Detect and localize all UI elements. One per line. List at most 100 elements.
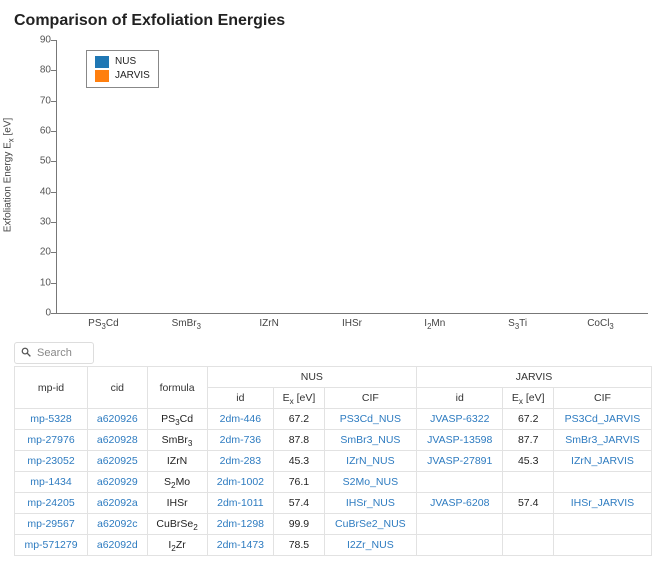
cell-nus-cif[interactable]: CuBrSe2_NUS bbox=[324, 514, 416, 535]
cell-cid[interactable]: a620926 bbox=[88, 409, 148, 430]
cell-cid[interactable]: a620929 bbox=[88, 472, 148, 493]
y-tick-label: 60 bbox=[40, 126, 57, 137]
cell-cid[interactable]: a620925 bbox=[88, 451, 148, 472]
cell-formula: IZrN bbox=[147, 451, 207, 472]
cell-jarvis-id[interactable]: JVASP-13598 bbox=[417, 430, 503, 451]
cell-formula: I2Zr bbox=[147, 535, 207, 556]
cell-jarvis-ex bbox=[503, 514, 554, 535]
cell-nus-cif[interactable]: S2Mo_NUS bbox=[324, 472, 416, 493]
col-cid[interactable]: cid bbox=[88, 367, 148, 409]
cell-nus-ex: 57.4 bbox=[274, 493, 325, 514]
cell-mp-id[interactable]: mp-1434 bbox=[15, 472, 88, 493]
exfoliation-chart: Exfoliation Energy Ex [eV] 0102030405060… bbox=[14, 36, 652, 336]
col-jarvis-ex[interactable]: Ex [eV] bbox=[503, 388, 554, 409]
table-row: mp-29567a62092cCuBrSe22dm-129899.9CuBrSe… bbox=[15, 514, 652, 535]
cell-nus-id[interactable]: 2dm-1002 bbox=[207, 472, 274, 493]
search-input[interactable] bbox=[35, 346, 87, 360]
x-tick-label: IHSr bbox=[322, 314, 382, 336]
table-row: mp-5328a620926PS3Cd2dm-446 67.2 PS3Cd_NUSJ… bbox=[15, 409, 652, 430]
x-tick-label: SmBr3 bbox=[156, 314, 216, 336]
cell-nus-id[interactable]: 2dm-1298 bbox=[207, 514, 274, 535]
legend-item: JARVIS bbox=[95, 69, 150, 83]
cell-jarvis-id[interactable] bbox=[417, 514, 503, 535]
cell-nus-id[interactable]: 2dm-283 bbox=[207, 451, 274, 472]
cell-nus-id[interactable]: 2dm-1011 bbox=[207, 493, 274, 514]
cell-nus-id[interactable]: 2dm-446 bbox=[207, 409, 274, 430]
cell-cid[interactable]: a62092d bbox=[88, 535, 148, 556]
cell-cid[interactable]: a620928 bbox=[88, 430, 148, 451]
cell-nus-cif[interactable]: IZrN_NUS bbox=[324, 451, 416, 472]
legend-swatch bbox=[95, 70, 109, 82]
cell-jarvis-id[interactable]: JVASP-6208 bbox=[417, 493, 503, 514]
cell-cid[interactable]: a62092a bbox=[88, 493, 148, 514]
cell-nus-cif[interactable]: SmBr3_NUS bbox=[324, 430, 416, 451]
cell-jarvis-cif[interactable]: PS3Cd_JARVIS bbox=[553, 409, 651, 430]
table-row: mp-27976a620928SmBr32dm-73687.8SmBr3_NUS… bbox=[15, 430, 652, 451]
chart-x-labels: PS3CdSmBr3IZrNIHSrI2MnS3TiCoCl3 bbox=[56, 314, 648, 336]
cell-nus-ex: 78.5 bbox=[274, 535, 325, 556]
chart-legend: NUSJARVIS bbox=[86, 50, 159, 88]
materials-table: mp-id cid formula NUS JARVIS id Ex [eV] … bbox=[14, 366, 652, 556]
legend-label: NUS bbox=[115, 55, 136, 69]
table-row: mp-23052a620925IZrN2dm-28345.3IZrN_NUSJV… bbox=[15, 451, 652, 472]
cell-nus-id[interactable]: 2dm-1473 bbox=[207, 535, 274, 556]
y-tick-label: 90 bbox=[40, 35, 57, 46]
cell-nus-ex: 45.3 bbox=[274, 451, 325, 472]
cell-mp-id[interactable]: mp-571279 bbox=[15, 535, 88, 556]
cell-nus-ex: 76.1 bbox=[274, 472, 325, 493]
cell-jarvis-id[interactable]: JVASP-27891 bbox=[417, 451, 503, 472]
cell-mp-id[interactable]: mp-29567 bbox=[15, 514, 88, 535]
cell-nus-ex: 87.8 bbox=[274, 430, 325, 451]
cell-jarvis-cif[interactable] bbox=[553, 514, 651, 535]
cell-jarvis-ex bbox=[503, 472, 554, 493]
cell-formula: IHSr bbox=[147, 493, 207, 514]
cell-jarvis-ex: 87.7 bbox=[503, 430, 554, 451]
cell-nus-id[interactable]: 2dm-736 bbox=[207, 430, 274, 451]
col-group-nus: NUS bbox=[207, 367, 416, 388]
cell-mp-id[interactable]: mp-24205 bbox=[15, 493, 88, 514]
col-nus-cif[interactable]: CIF bbox=[324, 388, 416, 409]
cell-jarvis-ex: 45.3 bbox=[503, 451, 554, 472]
col-jarvis-id[interactable]: id bbox=[417, 388, 503, 409]
cell-formula: CuBrSe2 bbox=[147, 514, 207, 535]
cell-nus-cif[interactable]: IHSr_NUS bbox=[324, 493, 416, 514]
cell-jarvis-cif[interactable] bbox=[553, 472, 651, 493]
col-nus-id[interactable]: id bbox=[207, 388, 274, 409]
table-row: mp-1434a620929S2Mo2dm-100276.1S2Mo_NUS bbox=[15, 472, 652, 493]
col-nus-ex[interactable]: Ex [eV] bbox=[274, 388, 325, 409]
cell-nus-ex: 99.9 bbox=[274, 514, 325, 535]
col-jarvis-cif[interactable]: CIF bbox=[553, 388, 651, 409]
cell-cid[interactable]: a62092c bbox=[88, 514, 148, 535]
cell-jarvis-id[interactable] bbox=[417, 535, 503, 556]
cell-mp-id[interactable]: mp-27976 bbox=[15, 430, 88, 451]
legend-label: JARVIS bbox=[115, 69, 150, 83]
y-tick-label: 80 bbox=[40, 65, 57, 76]
cell-jarvis-id[interactable]: JVASP-6322 bbox=[417, 409, 503, 430]
search-box[interactable] bbox=[14, 342, 94, 364]
x-tick-label: IZrN bbox=[239, 314, 299, 336]
x-tick-label: S3Ti bbox=[488, 314, 548, 336]
cell-formula: PS3Cd bbox=[147, 409, 207, 430]
cell-mp-id[interactable]: mp-23052 bbox=[15, 451, 88, 472]
y-tick-label: 30 bbox=[40, 217, 57, 228]
y-axis-label: Exfoliation Energy Ex [eV] bbox=[3, 118, 14, 233]
x-tick-label: I2Mn bbox=[405, 314, 465, 336]
table-body: mp-5328a620926PS3Cd2dm-44667.2PS3Cd_NUSJ… bbox=[15, 409, 652, 556]
x-tick-label: PS3Cd bbox=[73, 314, 133, 336]
cell-nus-cif[interactable]: PS3Cd_NUS bbox=[324, 409, 416, 430]
cell-nus-cif[interactable]: I2Zr_NUS bbox=[324, 535, 416, 556]
table-header: mp-id cid formula NUS JARVIS id Ex [eV] … bbox=[15, 367, 652, 409]
cell-jarvis-cif[interactable]: IHSr_JARVIS bbox=[553, 493, 651, 514]
col-formula[interactable]: formula bbox=[147, 367, 207, 409]
cell-jarvis-cif[interactable]: IZrN_JARVIS bbox=[553, 451, 651, 472]
cell-formula: SmBr3 bbox=[147, 430, 207, 451]
cell-jarvis-ex: 67.2 bbox=[503, 409, 554, 430]
search-icon bbox=[21, 347, 31, 360]
col-mp-id[interactable]: mp-id bbox=[15, 367, 88, 409]
cell-jarvis-id[interactable] bbox=[417, 472, 503, 493]
page-title: Comparison of Exfoliation Energies bbox=[14, 12, 652, 30]
cell-mp-id[interactable]: mp-5328 bbox=[15, 409, 88, 430]
legend-swatch bbox=[95, 56, 109, 68]
cell-jarvis-cif[interactable]: SmBr3_JARVIS bbox=[553, 430, 651, 451]
cell-jarvis-cif[interactable] bbox=[553, 535, 651, 556]
